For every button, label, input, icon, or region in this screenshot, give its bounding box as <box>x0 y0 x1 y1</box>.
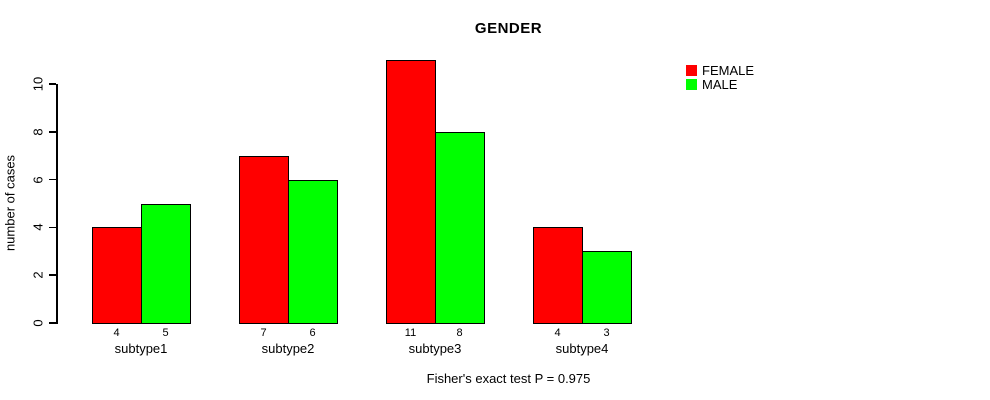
bar-value-label: 7 <box>260 327 267 339</box>
y-tick <box>49 274 56 276</box>
bar-value-label: 8 <box>456 327 463 339</box>
bar-value-label: 6 <box>309 327 316 339</box>
legend-swatch-female <box>686 65 697 76</box>
y-tick <box>49 131 56 133</box>
bar-female-subtype2 <box>239 155 289 324</box>
x-category-label: subtype3 <box>408 341 462 356</box>
legend-item-male: MALE <box>686 78 754 91</box>
x-category-label: subtype2 <box>261 341 315 356</box>
legend-label: MALE <box>702 77 738 92</box>
y-tick-label: 2 <box>30 271 46 279</box>
y-tick <box>49 83 56 85</box>
bar-female-subtype1 <box>92 227 142 324</box>
y-tick-label: 8 <box>30 128 46 136</box>
bar-male-subtype2 <box>288 179 338 324</box>
y-tick-label: 0 <box>30 319 46 327</box>
bar-female-subtype4 <box>533 227 583 324</box>
y-tick <box>49 178 56 181</box>
bar-value-label: 4 <box>554 327 561 339</box>
bar-female-subtype3 <box>386 60 436 324</box>
bar-value-label: 5 <box>162 327 169 339</box>
y-tick-label: 4 <box>30 223 46 232</box>
annotation-text: Fisher's exact test P = 0.975 <box>426 371 591 386</box>
chart-title: GENDER <box>474 20 543 37</box>
bar-value-label: 11 <box>404 327 417 339</box>
y-tick-label: 10 <box>30 76 46 92</box>
y-axis-label: number of cases <box>2 154 18 252</box>
y-tick <box>49 322 56 324</box>
y-tick <box>49 226 56 229</box>
x-category-label: subtype1 <box>114 341 168 356</box>
legend-swatch-male <box>686 79 697 90</box>
y-tick-label: 6 <box>30 175 46 184</box>
x-category-label: subtype4 <box>555 341 609 356</box>
legend-label: FEMALE <box>702 63 755 78</box>
bar-male-subtype4 <box>582 251 632 324</box>
bar-value-label: 4 <box>113 327 120 339</box>
bar-value-label: 3 <box>603 327 610 339</box>
legend: FEMALE MALE <box>686 64 754 92</box>
bar-male-subtype1 <box>141 203 191 324</box>
y-axis-line <box>56 84 58 324</box>
bar-male-subtype3 <box>435 131 485 324</box>
legend-item-female: FEMALE <box>686 64 754 77</box>
